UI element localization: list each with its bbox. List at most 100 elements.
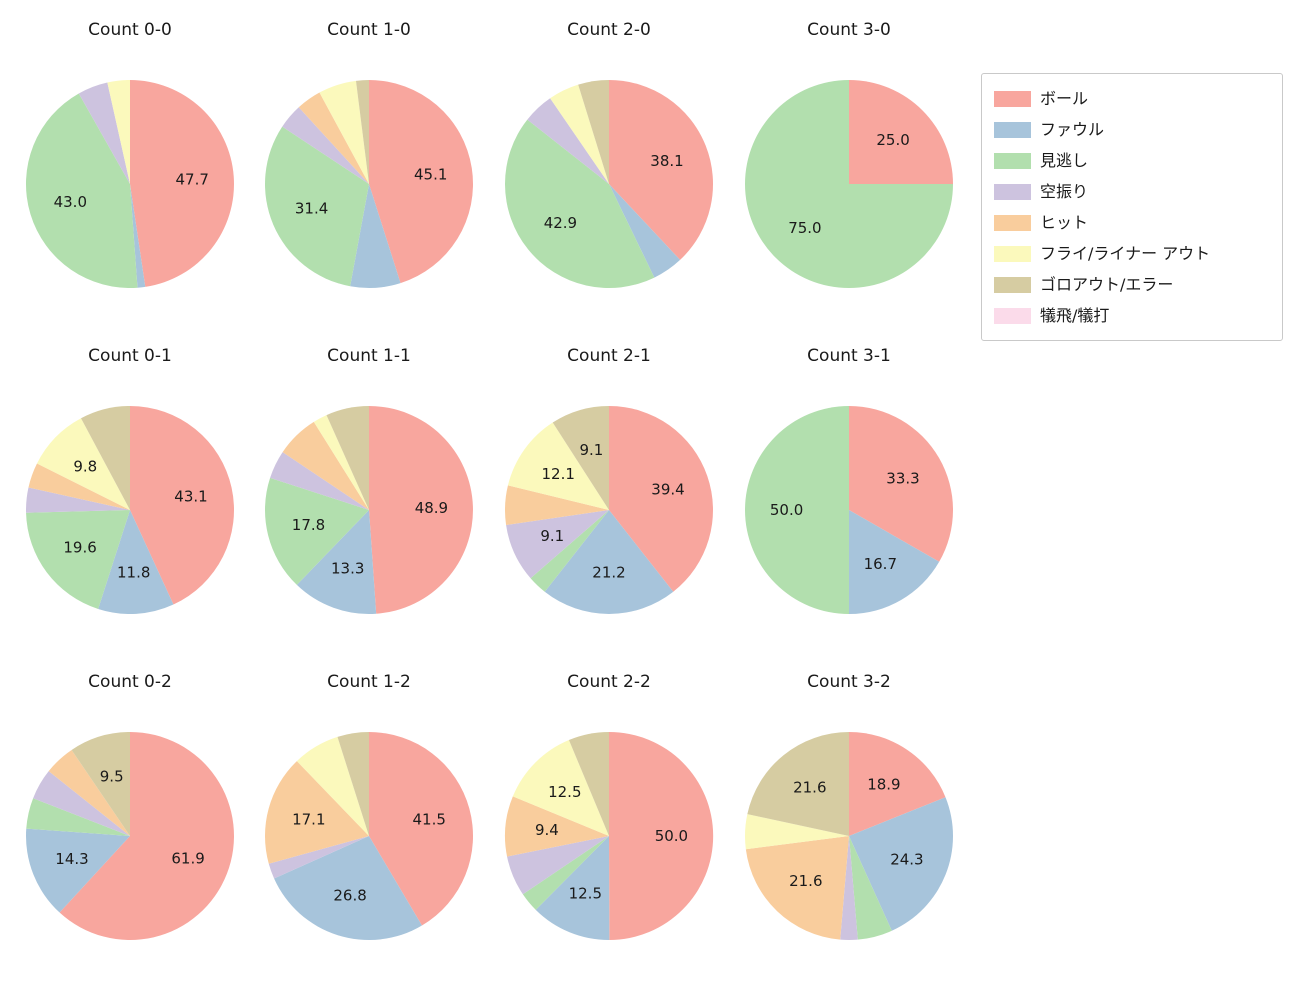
pie-slice-6 bbox=[81, 406, 130, 510]
pie-slice-6 bbox=[71, 732, 130, 836]
pie-chart-count-1-2: 41.5 26.8 17.1 bbox=[264, 732, 474, 941]
pie-slice-6 bbox=[355, 80, 369, 184]
pie-value-label: 17.1 bbox=[292, 811, 325, 829]
pie-value-label: 19.6 bbox=[63, 538, 96, 556]
pie-value-label: 9.5 bbox=[100, 767, 124, 785]
legend-swatch-swinging-miss bbox=[994, 183, 1031, 200]
chart-title: Count 1-1 bbox=[327, 346, 411, 366]
pie-slice-4 bbox=[504, 485, 609, 525]
pie-value-label: 50.0 bbox=[655, 827, 688, 845]
pie-slice-4 bbox=[282, 421, 369, 510]
pie-slice-0 bbox=[609, 406, 713, 592]
pie-value-label: 21.2 bbox=[592, 563, 625, 581]
legend-swatch-foul bbox=[994, 121, 1031, 138]
pie-slice-1 bbox=[849, 797, 954, 931]
pie-slice-5 bbox=[507, 422, 609, 510]
pie-value-label: 43.0 bbox=[54, 193, 87, 211]
pie-slice-2 bbox=[26, 798, 130, 836]
pie-value-label: 11.8 bbox=[117, 563, 150, 581]
pie-slice-4 bbox=[48, 749, 130, 836]
pie-chart-count-2-1: 39.4 21.2 9.1 12.1 9.1 bbox=[504, 406, 713, 614]
pie-value-label: 21.6 bbox=[793, 779, 826, 797]
pie-slice-2 bbox=[504, 119, 655, 289]
pie-slice-6 bbox=[747, 732, 849, 836]
pie-slice-6 bbox=[568, 732, 609, 836]
chart-count-1-2: Count 1-2 41.5 26.8 17.1 bbox=[249, 670, 489, 942]
legend-swatch-fly-liner-out bbox=[994, 245, 1031, 262]
pie-slice-4 bbox=[505, 796, 609, 857]
pie-slice-0 bbox=[609, 80, 714, 260]
pie-slice-4 bbox=[264, 761, 369, 864]
pie-slice-2 bbox=[25, 93, 138, 289]
pie-value-label: 13.3 bbox=[331, 560, 364, 578]
chart-count-2-2: Count 2-2 50.0 12.5 9.4 12.5 bbox=[489, 670, 729, 942]
pie-value-label: 14.3 bbox=[55, 850, 88, 868]
legend-label: 空振り bbox=[1040, 182, 1089, 201]
pie-slice-5 bbox=[319, 80, 369, 184]
pie-slice-2 bbox=[849, 836, 892, 940]
chart-count-0-1: Count 0-1 43.1 11.8 19.6 9.8 bbox=[10, 344, 250, 616]
pie-chart-count-2-2: 50.0 12.5 9.4 12.5 bbox=[505, 731, 714, 941]
chart-count-2-0: Count 2-0 38.1 42.9 bbox=[489, 18, 729, 290]
pie-slice-2 bbox=[522, 836, 609, 910]
pie-slice-3 bbox=[78, 82, 130, 184]
pie-slice-0 bbox=[130, 406, 235, 605]
pie-chart-count-0-0: 47.7 43.0 bbox=[25, 80, 235, 289]
pie-slice-5 bbox=[512, 740, 609, 836]
pie-value-label: 9.1 bbox=[579, 441, 603, 459]
pie-slice-2 bbox=[265, 126, 369, 287]
pie-value-label: 18.9 bbox=[867, 775, 900, 793]
pie-slice-3 bbox=[840, 836, 858, 941]
legend-swatch-called-strike bbox=[994, 152, 1031, 169]
pie-value-label: 12.5 bbox=[569, 885, 602, 903]
chart-title: Count 3-0 bbox=[807, 20, 891, 40]
pie-value-label: 50.0 bbox=[770, 501, 803, 519]
pie-slice-2 bbox=[745, 406, 849, 614]
legend-item-groundout-error: ゴロアウト/エラー bbox=[994, 269, 1270, 300]
pie-chart-count-2-0: 38.1 42.9 bbox=[504, 80, 714, 289]
pie-value-label: 9.8 bbox=[73, 458, 97, 476]
pie-value-label: 39.4 bbox=[651, 481, 684, 499]
pie-slice-0 bbox=[609, 731, 714, 940]
pie-slice-2 bbox=[745, 80, 953, 288]
pie-slice-5 bbox=[313, 415, 369, 510]
legend-item-foul: ファウル bbox=[994, 114, 1270, 145]
pie-slice-0 bbox=[369, 732, 474, 926]
pie-slice-3 bbox=[270, 452, 369, 510]
pie-slice-0 bbox=[369, 406, 473, 614]
pie-slice-5 bbox=[744, 814, 849, 850]
legend-item-sacrifice: 犠飛/犠打 bbox=[994, 300, 1270, 331]
pie-slice-1 bbox=[350, 184, 401, 289]
chart-count-2-1: Count 2-1 39.4 21.2 9.1 12.1 9.1 bbox=[489, 344, 729, 616]
pie-value-label: 42.9 bbox=[544, 214, 577, 232]
chart-title: Count 2-0 bbox=[567, 20, 651, 40]
pie-chart-count-3-0: 25.0 75.0 bbox=[745, 80, 953, 288]
pie-slice-3 bbox=[527, 98, 609, 184]
pie-value-label: 9.4 bbox=[535, 821, 559, 839]
pie-slice-4 bbox=[745, 836, 849, 940]
pie-slice-0 bbox=[130, 80, 235, 287]
pie-chart-count-1-0: 45.1 31.4 bbox=[265, 80, 474, 289]
pie-slice-1 bbox=[535, 836, 610, 941]
pie-slice-5 bbox=[296, 736, 369, 836]
legend: ボール ファウル 見逃し 空振り ヒット フライ/ライナー アウト ゴロアウト/… bbox=[981, 73, 1283, 341]
legend-label: ヒット bbox=[1040, 213, 1089, 232]
pie-value-label: 33.3 bbox=[886, 470, 919, 488]
pie-slice-1 bbox=[274, 836, 422, 941]
pie-value-label: 41.5 bbox=[412, 811, 445, 829]
legend-item-fly-liner-out: フライ/ライナー アウト bbox=[994, 238, 1270, 269]
chart-count-0-0: Count 0-0 47.7 43.0 bbox=[10, 18, 250, 290]
pie-chart-count-3-2: 18.9 24.3 21.6 21.6 bbox=[744, 732, 954, 941]
pie-value-label: 26.8 bbox=[333, 887, 366, 905]
pie-value-label: 45.1 bbox=[414, 165, 447, 183]
pie-value-label: 61.9 bbox=[171, 850, 204, 868]
pie-slice-0 bbox=[369, 80, 474, 284]
pie-slice-3 bbox=[26, 487, 130, 513]
legend-swatch-ball bbox=[994, 90, 1031, 107]
pie-slice-2 bbox=[26, 510, 130, 609]
pie-value-label: 24.3 bbox=[890, 850, 923, 868]
pie-slice-0 bbox=[59, 732, 235, 940]
pie-value-label: 48.9 bbox=[415, 499, 448, 517]
pie-slice-3 bbox=[507, 836, 609, 895]
